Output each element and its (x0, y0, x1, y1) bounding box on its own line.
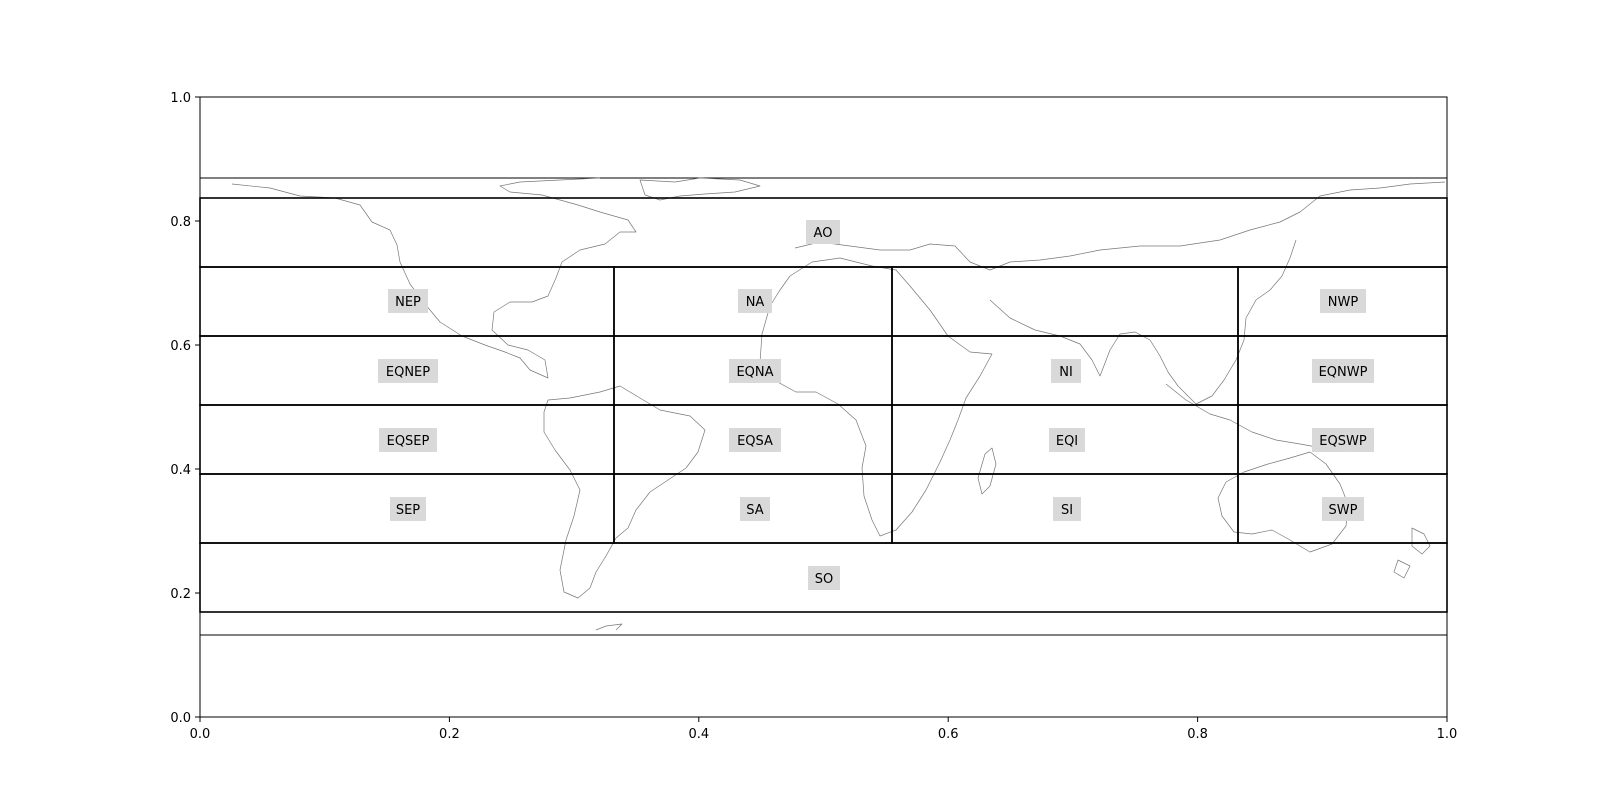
x-tick-label: 0.6 (938, 727, 959, 742)
region-label-bg (740, 497, 770, 521)
region-label-SEP: SEP (396, 503, 420, 518)
region-label-bg (1051, 359, 1081, 383)
x-tick-label: 0.2 (439, 727, 460, 742)
region-label-bg (1322, 497, 1364, 521)
region-label-SO: SO (815, 572, 833, 587)
region-label-EQNA: EQNA (736, 365, 773, 380)
x-tick-label: 0.4 (688, 727, 709, 742)
axes-frame (199, 96, 1448, 718)
region-label-bg (390, 497, 426, 521)
region-label-bg (1049, 428, 1085, 452)
region-label-bg (729, 428, 781, 452)
region-label-EQNWP: EQNWP (1319, 365, 1368, 380)
region-label-EQSEP: EQSEP (387, 434, 430, 449)
australia-coastline (1217, 451, 1349, 553)
region-label-SA: SA (746, 503, 763, 518)
region-labels: AO NEP NA NWP EQNEP EQNA NI EQNWP EQSEP … (378, 220, 1374, 590)
region-label-EQSWP: EQSWP (1319, 434, 1367, 449)
region-label-bg (1053, 497, 1081, 521)
region-box-NI-upper (891, 266, 1239, 337)
europe-coastline (794, 181, 1446, 271)
y-tick-label: 0.4 (170, 463, 191, 478)
x-tick-label: 1.0 (1437, 727, 1458, 742)
region-label-bg (1312, 359, 1374, 383)
x-tick-label: 0.0 (190, 727, 211, 742)
region-label-EQI: EQI (1056, 434, 1078, 449)
region-label-bg (808, 566, 840, 590)
y-tick-label: 0.0 (170, 711, 191, 726)
region-label-EQSA: EQSA (737, 434, 773, 449)
region-label-bg (1312, 428, 1374, 452)
south-america-coastline (543, 385, 706, 599)
region-label-bg (1320, 289, 1366, 313)
greenland-coastline (639, 177, 761, 201)
asia-coastline (989, 239, 1297, 405)
region-label-SWP: SWP (1329, 503, 1358, 518)
region-label-bg (738, 289, 772, 313)
y-tick-label: 1.0 (170, 91, 191, 106)
africa-coastline (759, 257, 993, 537)
x-tick-label: 0.8 (1187, 727, 1208, 742)
region-label-bg (388, 289, 428, 313)
region-label-bg (729, 359, 781, 383)
y-tick-label: 0.8 (170, 215, 191, 230)
madagascar-coastline (977, 447, 997, 495)
region-label-NWP: NWP (1328, 295, 1359, 310)
region-label-NI: NI (1059, 365, 1073, 380)
region-label-NEP: NEP (395, 295, 421, 310)
region-label-bg (806, 220, 840, 244)
region-label-bg (379, 428, 437, 452)
y-tick-label: 0.2 (170, 587, 191, 602)
new-zealand-coastline (1393, 527, 1431, 579)
region-label-AO: AO (814, 226, 833, 241)
region-label-NA: NA (746, 295, 765, 310)
map-frame (200, 177, 1447, 636)
antarctica-coastline (595, 623, 623, 631)
y-tick-label: 0.6 (170, 339, 191, 354)
north-america-coastline (231, 177, 637, 379)
x-axis: 0.0 0.2 0.4 0.6 0.8 1.0 (190, 717, 1458, 742)
coastlines (231, 177, 1446, 631)
region-label-SI: SI (1061, 503, 1073, 518)
region-label-bg (378, 359, 438, 383)
region-label-EQNEP: EQNEP (386, 365, 430, 380)
y-axis: 0.0 0.2 0.4 0.6 0.8 1.0 (170, 91, 200, 726)
